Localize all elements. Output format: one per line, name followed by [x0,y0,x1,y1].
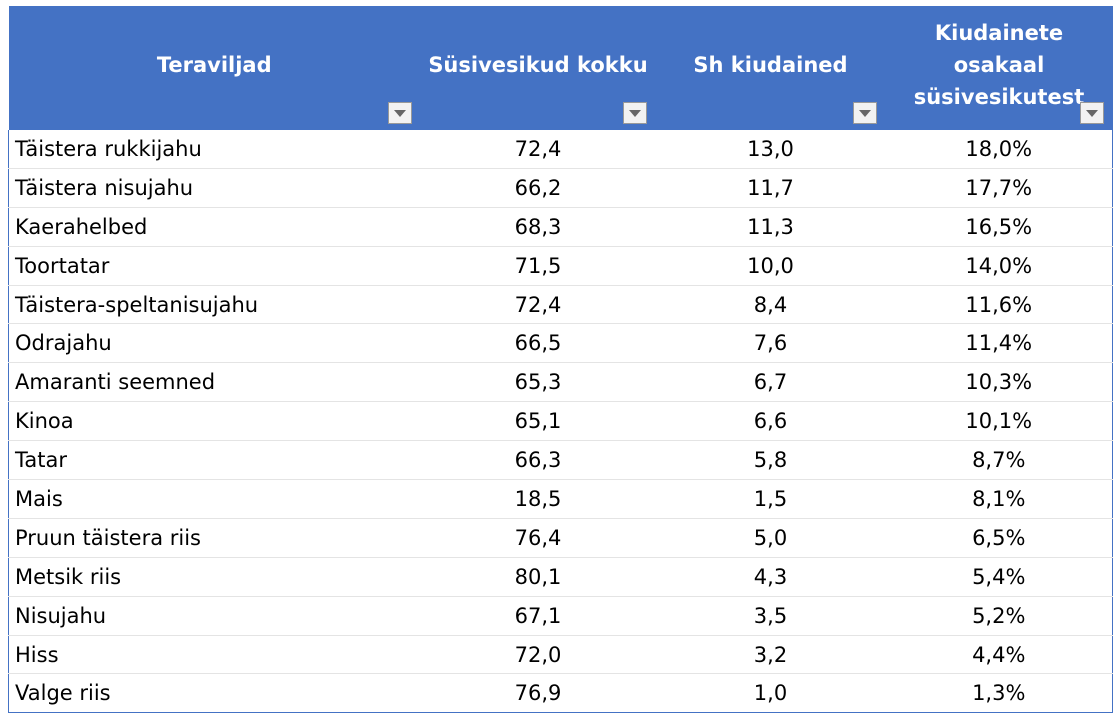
cell: 5,8 [655,440,886,481]
cell: 6,5% [885,518,1113,558]
cell: 4,4% [885,635,1113,675]
cell: 17,7% [885,168,1113,208]
row-label: Nisujahu [8,596,421,636]
header-cell: Sh kiudained [655,6,886,130]
cell: 11,3 [655,207,886,247]
table-row: Nisujahu 67,1 3,5 5,2% [8,596,1113,636]
cell: 76,9 [420,673,656,713]
header-cell: Süsivesikud kokku [420,6,656,130]
cell: 6,7 [655,362,886,403]
cell: 72,4 [420,130,656,169]
header-cell: Teraviljad [8,6,421,130]
cell: 10,1% [885,401,1113,442]
cell: 8,7% [885,440,1113,481]
cell: 65,3 [420,362,656,403]
header-text: Kiudainete osakaal süsivesikutest [913,21,1085,109]
row-label: Kaerahelbed [8,207,421,247]
row-label: Pruun täistera riis [8,518,421,558]
table-row: Täistera rukkijahu 72,4 13,0 18,0% [8,130,1113,169]
cell: 10,0 [655,246,886,286]
row-label: Tatar [8,440,421,481]
table-row: Kaerahelbed 68,3 11,3 16,5% [8,207,1113,247]
row-label: Kinoa [8,401,421,442]
cell: 8,1% [885,479,1113,519]
table-row: Metsik riis 80,1 4,3 5,4% [8,557,1113,597]
cell: 8,4 [655,285,886,325]
header-text: Teraviljad [156,53,272,77]
cell: 1,0 [655,673,886,713]
table-row: Mais 18,5 1,5 8,1% [8,479,1113,519]
cell: 65,1 [420,401,656,442]
cell: 10,3% [885,362,1113,403]
table-row: Hiss 72,0 3,2 4,4% [8,635,1113,675]
table-body: Täistera rukkijahu 72,4 13,0 18,0% Täistera … [8,130,1113,713]
row-label: Metsik riis [8,557,421,597]
cell: 1,3% [885,673,1113,713]
cell: 72,4 [420,285,656,325]
cell: 13,0 [655,130,886,169]
cell: 18,5 [420,479,656,519]
cell: 68,3 [420,207,656,247]
cell: 80,1 [420,557,656,597]
row-label: Täistera nisujahu [8,168,421,208]
cell: 7,6 [655,323,886,364]
cell: 72,0 [420,635,656,675]
cell: 16,5% [885,207,1113,247]
cell: 66,5 [420,323,656,364]
table-row: Amaranti seemned 65,3 6,7 10,3% [8,362,1113,403]
cell: 6,6 [655,401,886,442]
filter-dropdown[interactable] [1080,102,1104,124]
header-text: Sh kiudained [693,53,848,77]
table-row: Valge riis 76,9 1,0 1,3% [8,673,1113,713]
table: Teraviljad Süsivesikud kokku Sh kiudained K… [8,6,1113,713]
cell: 4,3 [655,557,886,597]
table-row: Pruun täistera riis 76,4 5,0 6,5% [8,518,1113,558]
row-label: Täistera rukkijahu [8,130,421,169]
row-label: Toortatar [8,246,421,286]
table-row: Tatar 66,3 5,8 8,7% [8,440,1113,481]
cell: 5,2% [885,596,1113,636]
table-row: Toortatar 71,5 10,0 14,0% [8,246,1113,286]
cell: 14,0% [885,246,1113,286]
cell: 3,5 [655,596,886,636]
spreadsheet-table: Teraviljad Süsivesikud kokku Sh kiudained K… [8,6,1113,713]
cell: 66,3 [420,440,656,481]
row-label: Hiss [8,635,421,675]
cell: 71,5 [420,246,656,286]
cell: 76,4 [420,518,656,558]
cell: 18,0% [885,130,1113,169]
row-label: Amaranti seemned [8,362,421,403]
table-row: Täistera-speltanisujahu 72,4 8,4 11,6% [8,285,1113,325]
row-label: Odrajahu [8,323,421,364]
cell: 11,6% [885,285,1113,325]
filter-dropdown[interactable] [388,102,412,124]
row-label: Valge riis [8,673,421,713]
row-label: Täistera-speltanisujahu [8,285,421,325]
table-row: Täistera nisujahu 66,2 11,7 17,7% [8,168,1113,208]
table-row: Odrajahu 66,5 7,6 11,4% [8,323,1113,364]
cell: 66,2 [420,168,656,208]
cell: 67,1 [420,596,656,636]
cell: 1,5 [655,479,886,519]
cell: 5,4% [885,557,1113,597]
header-text: Süsivesikud kokku [428,53,648,77]
cell: 11,7 [655,168,886,208]
filter-dropdown[interactable] [623,102,647,124]
table-row: Kinoa 65,1 6,6 10,1% [8,401,1113,442]
cell: 11,4% [885,323,1113,364]
cell: 5,0 [655,518,886,558]
header-cell: Kiudainete osakaal süsivesikutest [885,6,1113,130]
row-label: Mais [8,479,421,519]
filter-dropdown[interactable] [853,102,877,124]
cell: 3,2 [655,635,886,675]
header-row: Teraviljad Süsivesikud kokku Sh kiudained K… [8,6,1113,130]
